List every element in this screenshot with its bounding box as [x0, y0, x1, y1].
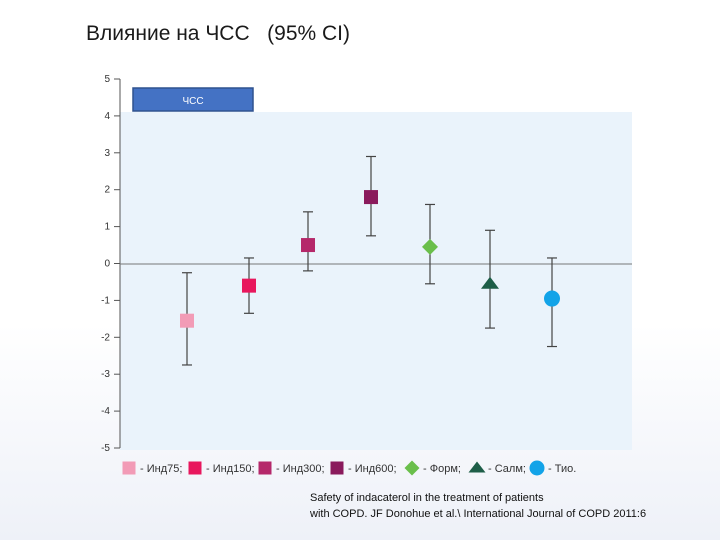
y-tick-label: 1 — [104, 222, 110, 233]
chart-label-box: ЧСС — [132, 87, 254, 112]
y-tick-label: -4 — [101, 406, 110, 417]
legend-item: - Инд75; — [122, 461, 182, 475]
data-marks — [180, 155, 560, 366]
chart-label-frame — [132, 87, 254, 112]
legend-label: - Инд75; — [140, 463, 182, 475]
plot-background — [120, 112, 632, 450]
legend-marker — [188, 461, 202, 475]
legend-label: - Тио. — [548, 463, 576, 475]
series-4 — [364, 155, 378, 237]
point-marker — [422, 238, 438, 255]
legend-label: - Инд600; — [348, 463, 397, 475]
point-marker — [301, 238, 315, 253]
y-tick-label: 2 — [104, 185, 110, 196]
legend-label: - Салм; — [488, 463, 526, 475]
point-marker — [242, 278, 256, 293]
source-line-1: Safety of indacaterol in the treatment o… — [310, 492, 544, 504]
legend-marker — [468, 461, 486, 473]
series-3 — [301, 211, 315, 272]
series-6 — [481, 229, 499, 329]
point-marker — [544, 290, 560, 307]
y-tick-label: 4 — [104, 111, 110, 122]
legend-marker — [330, 461, 344, 475]
series-5 — [422, 203, 438, 285]
y-tick-label: 5 — [104, 74, 110, 85]
series-7 — [544, 257, 560, 348]
y-tick-label: -5 — [101, 443, 110, 454]
y-tick-label: -1 — [101, 295, 110, 306]
y-tick-label: -3 — [101, 369, 110, 380]
legend-item: - Тио. — [529, 460, 576, 476]
series-2 — [242, 257, 256, 314]
legend-item: - Инд150; — [188, 461, 255, 475]
legend: - Инд75; - Инд150; - Инд300; - Инд600; - Фор… — [122, 460, 576, 476]
legend-label: - Форм; — [423, 463, 461, 475]
y-tick-label: 0 — [104, 259, 110, 270]
source-citation: Safety of indacaterol in the treatment o… — [310, 490, 646, 522]
legend-marker — [404, 460, 420, 476]
legend-label: - Инд300; — [276, 463, 325, 475]
point-marker — [364, 190, 378, 205]
slide-title: Влияние на ЧСС (95% CI) — [86, 22, 350, 45]
point-marker — [481, 276, 499, 289]
legend-item: - Инд300; — [258, 461, 325, 475]
chart-title: ЧСС — [182, 96, 203, 107]
legend-item: - Салм; — [468, 461, 526, 475]
legend-marker — [122, 461, 136, 475]
point-marker — [180, 313, 194, 328]
legend-label: - Инд150; — [206, 463, 255, 475]
y-axis-ticks: 5 4 3 2 1 0 -1 -2 -3 -4 -5 — [101, 74, 120, 454]
legend-item: - Форм; — [404, 460, 461, 476]
series-1 — [180, 272, 194, 366]
legend-marker — [258, 461, 272, 475]
legend-marker — [529, 460, 545, 476]
source-line-2: with COPD. JF Donohue et al.\ Internatio… — [310, 508, 647, 520]
y-tick-label: 3 — [104, 148, 110, 159]
y-tick-label: -2 — [101, 332, 110, 343]
legend-item: - Инд600; — [330, 461, 397, 475]
